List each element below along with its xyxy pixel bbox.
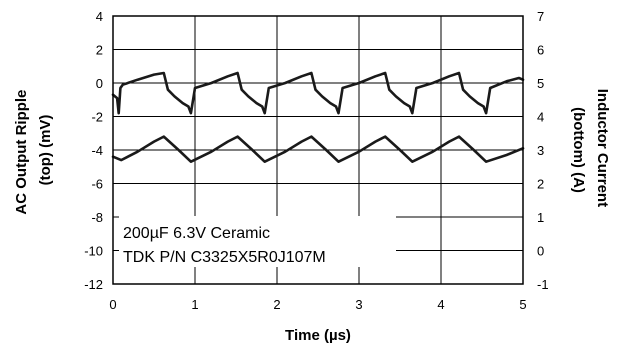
x-tick-label: 4 xyxy=(437,297,444,312)
x-tick-labels: 0 1 2 3 4 5 xyxy=(109,297,526,312)
annotation-line-2: TDK P/N C3325X5R0J107M xyxy=(123,249,326,266)
x-tick-label: 1 xyxy=(191,297,198,312)
right-tick-label: 6 xyxy=(537,43,544,58)
left-tick-label: -10 xyxy=(84,244,103,259)
series-line-inductor-current xyxy=(111,135,525,163)
plot-border xyxy=(112,15,524,285)
left-tick-label: -8 xyxy=(91,210,103,225)
x-tick-label: 3 xyxy=(355,297,362,312)
right-tick-label: 7 xyxy=(537,9,544,24)
left-tick-label: 0 xyxy=(96,76,103,91)
right-tick-label: 4 xyxy=(537,110,544,125)
left-tick-label: 2 xyxy=(96,43,103,58)
right-tick-label: -1 xyxy=(537,277,549,292)
left-tick-label: 4 xyxy=(96,9,103,24)
left-tick-label: -6 xyxy=(91,177,103,192)
left-axis-title: AC Output Ripple (top) (mV) xyxy=(13,85,54,214)
right-tick-label: 1 xyxy=(537,210,544,225)
x-tick-label: 0 xyxy=(109,297,116,312)
series-layer xyxy=(111,71,525,163)
right-tick-label: 3 xyxy=(537,143,544,158)
x-tick-label: 2 xyxy=(273,297,280,312)
right-axis-title: Inductor Current (bottom) (A) xyxy=(570,89,611,212)
left-tick-label: -12 xyxy=(84,277,103,292)
x-axis-title: Time (µs) xyxy=(285,327,351,344)
left-axis-title-line-1: AC Output Ripple xyxy=(13,90,30,215)
annotation-line-1: 200µF 6.3V Ceramic xyxy=(123,225,270,242)
right-tick-labels: 7 6 5 4 3 2 1 0 -1 xyxy=(537,9,549,292)
annotation-box xyxy=(119,216,396,267)
right-tick-label: 2 xyxy=(537,177,544,192)
x-tick-label: 5 xyxy=(519,297,526,312)
left-axis-title-line-2: (top) (mV) xyxy=(37,115,54,186)
right-tick-label: 0 xyxy=(537,244,544,259)
left-tick-label: -2 xyxy=(91,110,103,125)
series-line-output-ripple xyxy=(111,71,525,115)
left-tick-label: -4 xyxy=(91,143,103,158)
left-tick-labels: 4 2 0 -2 -4 -6 -8 -10 -12 xyxy=(84,9,103,292)
right-tick-label: 5 xyxy=(537,76,544,91)
right-axis-title-line-1: Inductor Current xyxy=(594,89,611,207)
right-axis-title-line-2: (bottom) (A) xyxy=(570,107,587,193)
